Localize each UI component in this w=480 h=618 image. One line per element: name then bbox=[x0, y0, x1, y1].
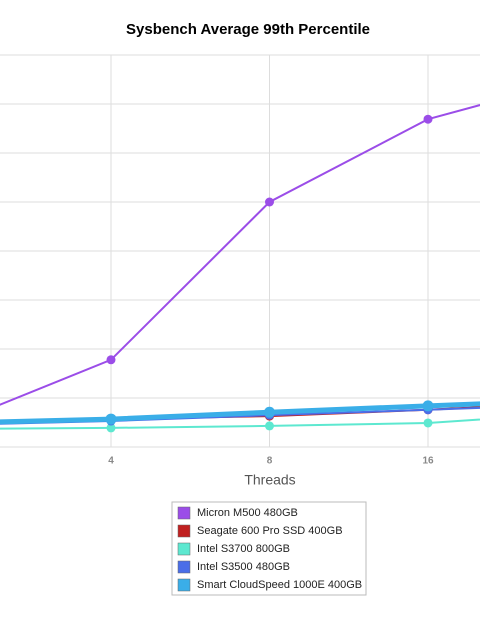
legend-swatch bbox=[177, 524, 191, 538]
grid: 4 8 16 bbox=[0, 54, 480, 467]
point bbox=[423, 114, 433, 124]
legend-label: Intel S3700 800GB bbox=[197, 543, 290, 555]
point bbox=[265, 197, 274, 207]
x-axis-label: Threads bbox=[244, 472, 295, 488]
legend-label: Seagate 600 Pro SSD 400GB bbox=[197, 525, 343, 537]
legend-box bbox=[171, 501, 367, 596]
series-line bbox=[0, 104, 480, 406]
plot bbox=[0, 104, 480, 433]
point bbox=[264, 406, 275, 418]
point bbox=[106, 423, 116, 433]
x-tick-label: 4 bbox=[108, 456, 114, 467]
point bbox=[265, 421, 274, 431]
point bbox=[422, 400, 434, 412]
legend: Micron M500 480GB Seagate 600 Pro SSD 400… bbox=[177, 506, 362, 592]
x-tick-label: 16 bbox=[422, 456, 434, 467]
point bbox=[106, 355, 116, 365]
point bbox=[423, 418, 433, 428]
x-tick-label: 8 bbox=[267, 456, 273, 467]
legend-label: Smart CloudSpeed 1000E 400GB bbox=[197, 579, 362, 591]
chart-title: Sysbench Average 99th Percentile bbox=[126, 21, 370, 38]
legend-swatch bbox=[177, 506, 191, 520]
legend-swatch bbox=[177, 542, 191, 556]
legend-swatch bbox=[177, 560, 191, 574]
legend-swatch bbox=[177, 578, 191, 592]
point bbox=[105, 413, 117, 425]
legend-label: Micron M500 480GB bbox=[197, 507, 298, 519]
legend-label: Intel S3500 480GB bbox=[197, 561, 290, 573]
